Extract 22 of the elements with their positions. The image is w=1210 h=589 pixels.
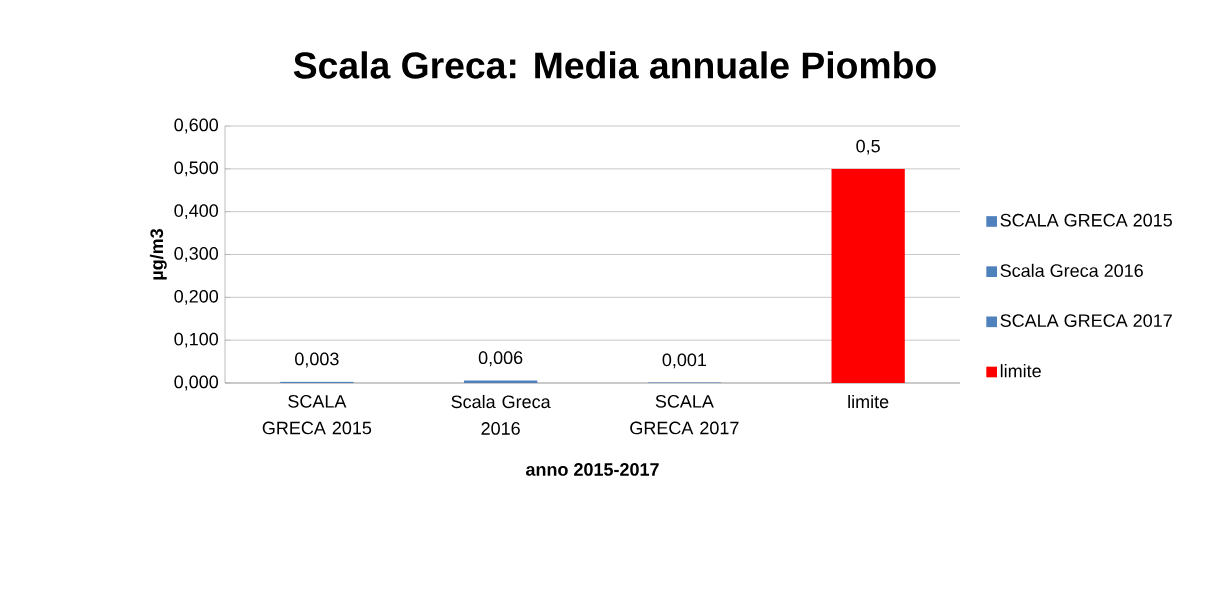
y-tick-label: 0,200 [174,289,219,305]
legend-label: limite [1000,364,1041,378]
x-tick-label: limite [848,394,889,409]
legend-label: SCALA GRECA 2015 [1000,213,1172,227]
y-tick-label: 0,300 [174,247,219,262]
y-axis-title: µg/m3 [149,228,167,280]
y-tick-label: 0,100 [174,332,219,348]
chart-title: Scala Greca: Media annuale Piombo [293,51,936,79]
y-tick-label: 0,400 [174,204,219,220]
legend-label: Scala Greca 2016 [1000,263,1143,277]
x-tick-label: SCALA GRECA 2015 [262,394,372,435]
y-tick-label: 0,600 [174,118,219,134]
data-label: 0,5 [856,139,880,155]
data-label: 0,006 [478,351,523,367]
x-axis-title: anno 2015-2017 [525,463,659,476]
legend-label: SCALA GRECA 2017 [1000,314,1172,327]
data-label: 0,001 [662,353,707,369]
x-tick-label: Scala Greca 2016 [451,394,551,435]
x-tick-label: SCALA GRECA 2017 [630,394,739,435]
y-tick-label: 0,000 [174,375,219,391]
y-tick-label: 0,500 [174,161,219,177]
data-label: 0,003 [295,352,339,368]
